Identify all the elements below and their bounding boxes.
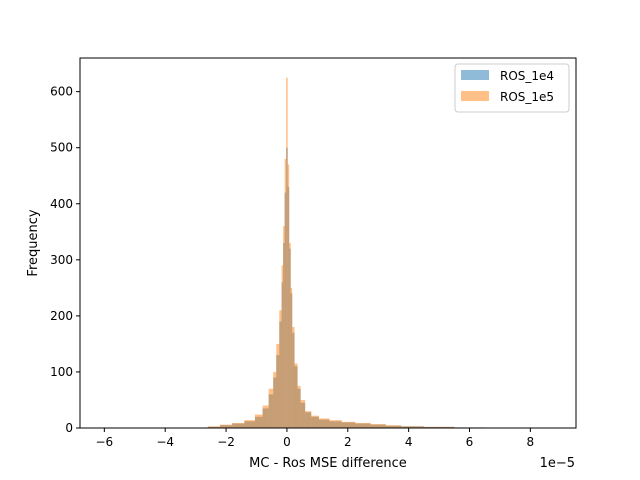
y-axis-label: Frequency <box>26 209 41 276</box>
y-tick-label: 0 <box>65 421 73 435</box>
histogram-bar-ros-1e5 <box>207 426 220 428</box>
histogram-bar-ros-1e5 <box>385 425 402 428</box>
y-tick-label: 500 <box>50 141 73 155</box>
y-axis-ticks: 0 100 200 300 400 500 600 <box>50 85 80 435</box>
histogram-bar-ros-1e5 <box>281 265 284 428</box>
histogram-bar-ros-1e5 <box>401 426 424 428</box>
x-tick-label: 6 <box>466 435 474 449</box>
y-tick-label: 200 <box>50 309 73 323</box>
bars-layer <box>207 77 485 429</box>
y-tick-label: 600 <box>50 85 73 99</box>
histogram-bar-ros-1e5 <box>318 418 330 428</box>
x-axis-label: MC - Ros MSE difference <box>249 456 407 471</box>
x-tick-label: 8 <box>527 435 535 449</box>
histogram-bar-ros-1e5 <box>219 424 233 428</box>
histogram-bar-ros-1e5 <box>294 363 298 428</box>
histogram-bar-ros-1e5 <box>289 243 291 428</box>
x-tick-label: 0 <box>283 435 291 449</box>
histogram-bar-ros-1e5 <box>254 414 263 428</box>
histogram-bar-ros-1e5 <box>284 158 287 428</box>
legend-label-ros-1e5: ROS_1e5 <box>500 90 554 104</box>
histogram-bar-ros-1e5 <box>341 421 356 428</box>
histogram-bar-ros-1e5 <box>279 310 282 428</box>
histogram-bar-ros-1e5 <box>276 343 280 428</box>
histogram-bar-ros-1e5 <box>370 424 386 428</box>
histogram-bar-ros-1e5 <box>300 399 306 428</box>
x-tick-label: −2 <box>217 435 235 449</box>
x-tick-label: −4 <box>156 435 174 449</box>
histogram-bar-ros-1e5 <box>311 415 319 428</box>
histogram-bar-ros-1e5 <box>232 422 245 428</box>
legend-swatch-ros-1e5 <box>461 91 489 101</box>
histogram-bar-ros-1e5 <box>287 164 290 428</box>
x-tick-label: 2 <box>344 435 352 449</box>
y-tick-label: 100 <box>50 365 73 379</box>
x-tick-label: 4 <box>405 435 413 449</box>
histogram-bar-ros-1e5 <box>423 426 455 428</box>
histogram-bar-ros-1e5 <box>329 420 342 428</box>
histogram-bar-ros-1e5 <box>286 77 288 429</box>
histogram-bar-ros-1e5 <box>283 226 285 428</box>
x-axis-offset-label: 1e−5 <box>540 456 575 471</box>
histogram-bar-ros-1e5 <box>244 420 255 428</box>
histogram-bar-ros-1e5 <box>297 385 301 428</box>
y-tick-label: 400 <box>50 197 73 211</box>
x-tick-label: −6 <box>95 435 113 449</box>
histogram-bar-ros-1e5 <box>268 388 274 428</box>
y-tick-label: 300 <box>50 253 73 267</box>
legend: ROS_1e4 ROS_1e5 <box>454 63 570 113</box>
legend-label-ros-1e4: ROS_1e4 <box>500 69 554 83</box>
histogram-bar-ros-1e5 <box>290 287 293 428</box>
histogram-bar-ros-1e5 <box>305 411 312 428</box>
legend-swatch-ros-1e4 <box>461 70 489 80</box>
histogram-bar-ros-1e5 <box>292 327 295 428</box>
histogram-bar-ros-1e5 <box>273 371 277 428</box>
histogram-bar-ros-1e5 <box>355 422 371 428</box>
axes-frame <box>79 57 577 429</box>
x-axis-ticks: −6 −4 −2 0 2 4 6 8 <box>95 428 534 449</box>
histogram-bar-ros-1e5 <box>262 405 269 428</box>
